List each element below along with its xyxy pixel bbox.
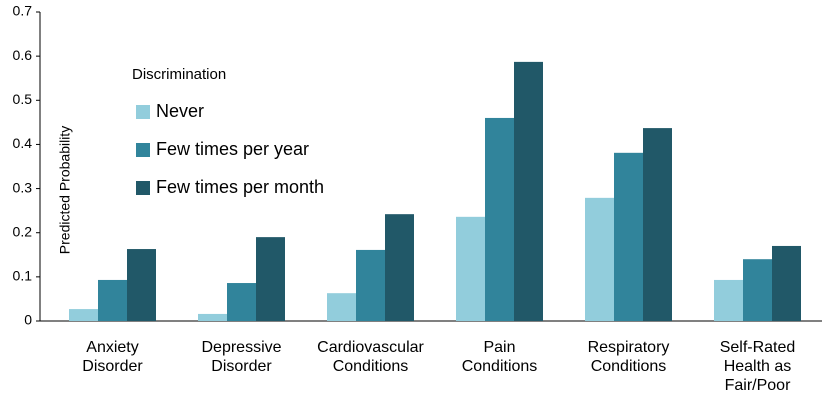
bar <box>356 249 385 321</box>
x-tick-label: Respiratory Conditions <box>587 339 670 375</box>
bar <box>327 293 356 321</box>
bar <box>743 259 772 321</box>
bar <box>643 128 672 321</box>
bar <box>127 249 156 321</box>
legend-title: Discrimination <box>132 66 226 83</box>
bar <box>256 237 285 321</box>
bar <box>514 61 543 321</box>
y-tick-label: 0.4 <box>13 135 33 151</box>
x-tick-label: Pain Conditions <box>461 339 538 375</box>
bar <box>98 279 127 321</box>
bar <box>69 309 98 321</box>
bar <box>385 214 414 321</box>
x-tick-label: Anxiety Disorder <box>82 339 143 375</box>
y-tick-label: 0.1 <box>13 268 33 284</box>
legend-swatch <box>136 181 150 195</box>
bar <box>614 152 643 321</box>
y-tick-label: 0 <box>24 312 32 328</box>
legend-swatch <box>136 143 150 157</box>
y-axis-label: Predicted Probability <box>57 126 73 254</box>
y-tick-label: 0.5 <box>13 91 33 107</box>
legend-label: Few times per month <box>156 177 324 197</box>
y-tick-label: 0.3 <box>13 179 33 195</box>
bar <box>198 313 227 321</box>
legend-swatch <box>136 105 150 119</box>
y-tick-label: 0.6 <box>13 47 33 63</box>
x-tick-label: Depressive Disorder <box>201 339 282 375</box>
x-tick-label: Cardiovascular Conditions <box>317 339 424 375</box>
bar <box>227 283 256 321</box>
legend-label: Never <box>156 101 204 121</box>
y-tick-label: 0.7 <box>13 3 33 19</box>
x-tick-label: Self-Rated Health as Fair/Poor <box>719 339 796 394</box>
bar <box>585 197 614 321</box>
bar <box>772 245 801 321</box>
bar <box>485 117 514 321</box>
legend-label: Few times per year <box>156 139 309 159</box>
bar <box>714 279 743 321</box>
y-tick-label: 0.2 <box>13 223 33 239</box>
bar <box>456 216 485 321</box>
